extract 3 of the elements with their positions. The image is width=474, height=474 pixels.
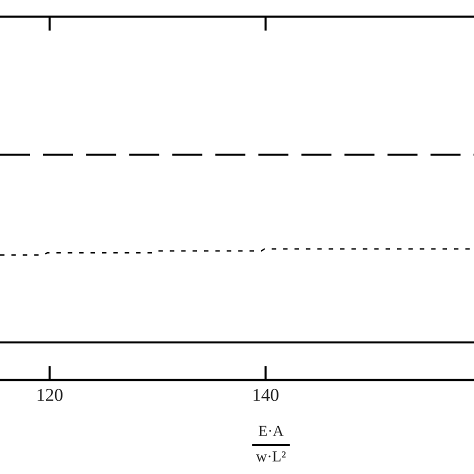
x-tick-label: 120 <box>38 388 63 402</box>
x-axis-title: E·A w·L² <box>256 426 286 462</box>
x-tick-label: 140 <box>254 388 278 402</box>
